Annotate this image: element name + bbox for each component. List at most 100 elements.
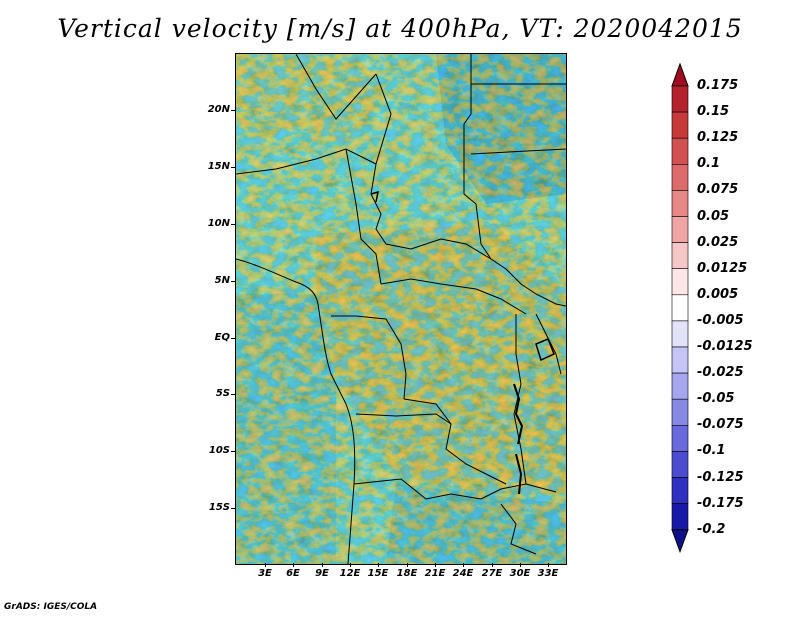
lon-tick bbox=[407, 563, 408, 567]
border-line bbox=[355, 413, 452, 425]
lon-label: 27E bbox=[481, 568, 503, 579]
colorbar-label: -0.0125 bbox=[697, 339, 753, 354]
lon-tick bbox=[520, 563, 521, 567]
colorbar-label: -0.025 bbox=[697, 365, 744, 381]
colorbar-swatch bbox=[671, 137, 689, 165]
colorbar-cap-bottom bbox=[671, 529, 689, 554]
lat-label: 5N bbox=[214, 275, 230, 286]
lon-tick bbox=[378, 563, 379, 567]
border-line bbox=[463, 54, 566, 307]
colorbar bbox=[671, 62, 689, 554]
lon-label: 24E bbox=[452, 568, 474, 579]
colorbar-swatch bbox=[671, 85, 689, 113]
lon-tick bbox=[350, 563, 351, 567]
colorbar-label: 0.15 bbox=[697, 104, 730, 120]
colorbar-cap-top bbox=[671, 62, 689, 87]
border-line bbox=[500, 503, 537, 555]
colorbar-swatch bbox=[671, 320, 689, 348]
border-line bbox=[295, 54, 377, 120]
colorbar-swatch bbox=[671, 372, 689, 400]
border-line bbox=[345, 148, 382, 285]
lat-tick bbox=[231, 394, 235, 395]
lon-tick bbox=[435, 563, 436, 567]
lon-label: 18E bbox=[396, 568, 418, 579]
colorbar-swatch bbox=[671, 268, 689, 296]
lon-label: 21E bbox=[424, 568, 446, 579]
border-line bbox=[513, 314, 527, 485]
colorbar-label: -0.2 bbox=[697, 521, 726, 537]
coastline bbox=[236, 258, 356, 564]
lon-tick bbox=[322, 563, 323, 567]
lat-label: 10N bbox=[207, 218, 230, 229]
border-line bbox=[380, 278, 527, 315]
colorbar-swatch bbox=[671, 451, 689, 478]
colorbar-label: -0.125 bbox=[697, 469, 744, 485]
colorbar-swatch bbox=[671, 216, 689, 243]
lake bbox=[370, 190, 379, 203]
colorbar-label: 0.125 bbox=[697, 130, 739, 146]
colorbar-label: -0.075 bbox=[697, 417, 744, 433]
lat-tick bbox=[231, 508, 235, 509]
lat-tick bbox=[231, 338, 235, 339]
border-line bbox=[403, 398, 507, 485]
lat-label: 15N bbox=[207, 161, 230, 172]
lon-label: 12E bbox=[339, 568, 361, 579]
lake bbox=[535, 338, 555, 362]
footer-credit: GrADS: IGES/COLA bbox=[4, 602, 98, 612]
lat-tick bbox=[231, 167, 235, 168]
colorbar-label: 0.005 bbox=[697, 286, 739, 302]
colorbar-swatch bbox=[671, 294, 689, 322]
colorbar-label: -0.005 bbox=[697, 312, 744, 328]
colorbar-label: -0.05 bbox=[697, 391, 735, 407]
lon-label: 33E bbox=[537, 568, 559, 579]
lat-tick bbox=[231, 451, 235, 452]
colorbar-label: -0.1 bbox=[697, 443, 726, 459]
field-texture bbox=[236, 54, 566, 564]
colorbar-label: 0.1 bbox=[697, 156, 721, 172]
colorbar-swatch bbox=[671, 503, 689, 531]
lon-tick bbox=[265, 563, 266, 567]
lon-tick bbox=[492, 563, 493, 567]
lake bbox=[515, 453, 523, 495]
lat-label: 10S bbox=[208, 445, 230, 456]
country-borders bbox=[236, 54, 566, 564]
lat-label: 15S bbox=[208, 502, 230, 513]
colorbar-label: 0.075 bbox=[697, 182, 739, 198]
lon-label: 30E bbox=[509, 568, 531, 579]
lat-label: EQ bbox=[214, 332, 230, 343]
colorbar-swatch bbox=[671, 424, 689, 452]
colorbar-swatch bbox=[671, 398, 689, 426]
colorbar-label: 0.175 bbox=[697, 78, 739, 93]
border-line bbox=[470, 148, 566, 155]
lon-label: 9E bbox=[315, 568, 329, 579]
border-line bbox=[331, 315, 407, 400]
colorbar-swatch bbox=[671, 242, 689, 270]
map-field bbox=[236, 54, 566, 564]
border-line bbox=[535, 313, 562, 375]
map-panel bbox=[235, 53, 567, 565]
lat-label: 5S bbox=[215, 388, 230, 399]
colorbar-swatch bbox=[671, 346, 689, 374]
border-line bbox=[353, 478, 557, 500]
colorbar-label: 0.0125 bbox=[697, 260, 748, 276]
lon-tick bbox=[463, 563, 464, 567]
colorbar-label: 0.05 bbox=[697, 208, 730, 224]
lat-tick bbox=[231, 281, 235, 282]
colorbar-swatch bbox=[671, 164, 689, 191]
lon-tick bbox=[548, 563, 549, 567]
lon-label: 15E bbox=[367, 568, 389, 579]
lat-label: 20N bbox=[207, 104, 230, 115]
lon-tick bbox=[293, 563, 294, 567]
lat-tick bbox=[231, 110, 235, 111]
colorbar-swatch bbox=[671, 477, 689, 504]
border-line bbox=[236, 148, 377, 175]
lon-label: 3E bbox=[258, 568, 272, 579]
lon-label: 6E bbox=[286, 568, 300, 579]
border-line bbox=[370, 73, 492, 260]
colorbar-label: -0.175 bbox=[697, 495, 744, 511]
colorbar-swatch bbox=[671, 190, 689, 217]
colorbar-label: 0.025 bbox=[697, 234, 739, 250]
chart-title: Vertical velocity [m/s] at 400hPa, VT: 2… bbox=[57, 14, 743, 43]
lake bbox=[513, 383, 524, 445]
lat-tick bbox=[231, 224, 235, 225]
